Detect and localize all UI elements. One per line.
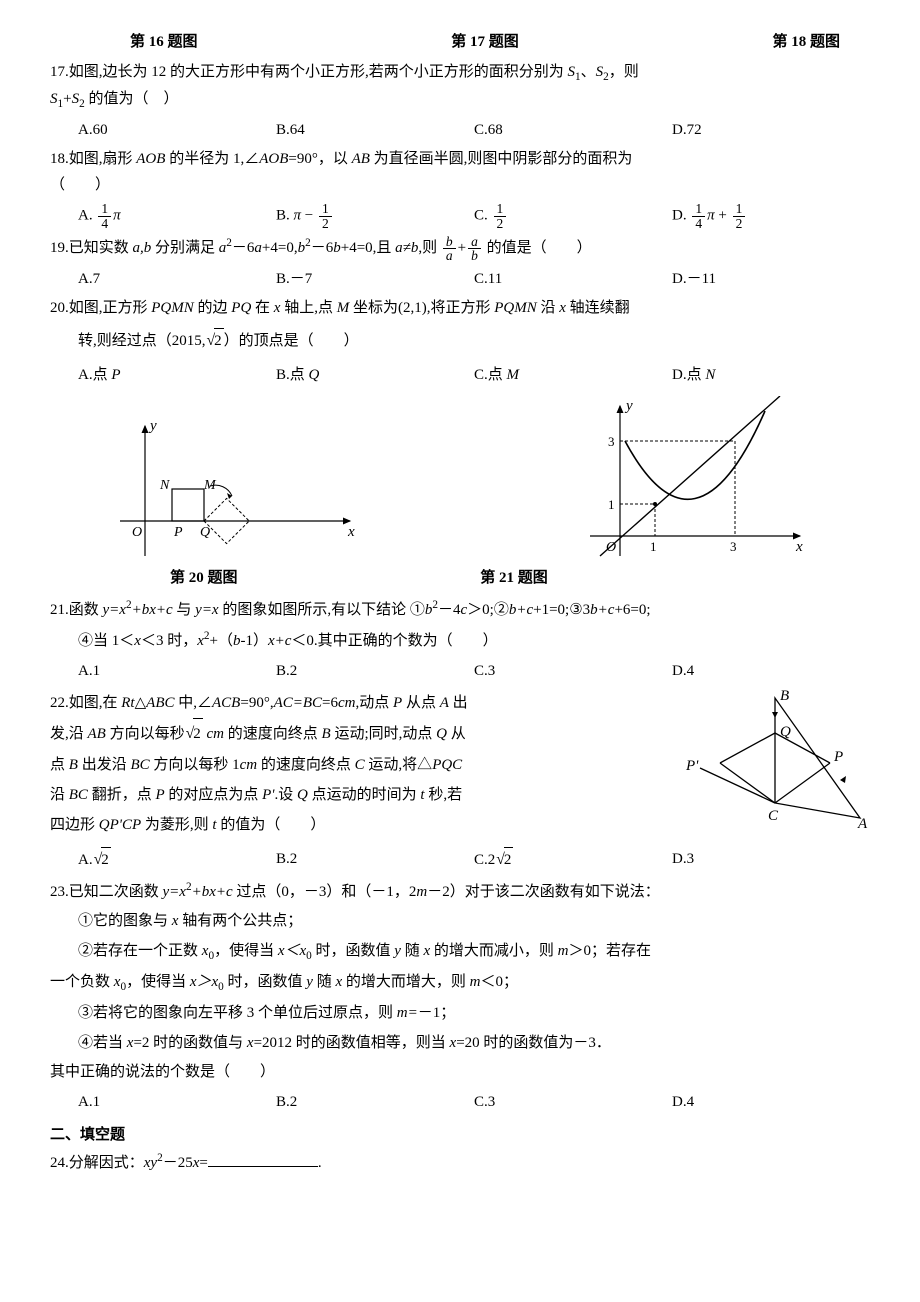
fig20-caption: 第 20 题图 xyxy=(170,566,480,592)
q21-options: A.1 B.2 C.3 D.4 xyxy=(50,659,870,685)
svg-text:x: x xyxy=(347,524,355,540)
question-20: 20.如图,正方形 PQMN 的边 PQ 在 x 轴上,点 M 坐标为(2,1)… xyxy=(50,296,870,322)
q19-D: D.－11 xyxy=(672,267,870,293)
svg-text:Q: Q xyxy=(200,525,210,540)
q19-A: A.7 xyxy=(78,267,276,293)
svg-text:y: y xyxy=(148,418,157,434)
q17-s1r: S xyxy=(50,91,58,107)
q17-D: D.72 xyxy=(672,118,870,144)
q18-d: 为直径画半圆,则图中阴影部分的面积为 xyxy=(370,151,633,167)
q17-A: A.60 xyxy=(78,118,276,144)
svg-text:3: 3 xyxy=(608,434,615,449)
q17-text-b: ，则 xyxy=(609,64,639,80)
q18-b: 的半径为 1,∠ xyxy=(165,151,259,167)
q22-options: A.2 B.2 C.22 D.3 xyxy=(50,847,870,874)
svg-text:Q: Q xyxy=(780,724,791,740)
svg-text:P: P xyxy=(833,749,843,765)
svg-text:B: B xyxy=(780,688,789,704)
question-18: 18.如图,扇形 AOB 的半径为 1,∠AOB=90°，以 AB 为直径画半圆… xyxy=(50,147,870,198)
svg-text:3: 3 xyxy=(730,539,737,554)
fig21-caption: 第 21 题图 xyxy=(480,566,750,592)
q21-A: A.1 xyxy=(78,659,276,685)
fig22-svg: B Q P' P A C xyxy=(680,688,870,843)
q22-B: B.2 xyxy=(276,847,474,874)
question-23: 23.已知二次函数 y=x2+bx+c 过点（0，－3）和（－1，2m－2）对于… xyxy=(50,878,870,906)
q17-options: A.60 B.64 C.68 D.72 xyxy=(50,118,870,144)
q18-D: D. 14π + 12 xyxy=(672,202,870,230)
fig18-caption: 第 18 题图 xyxy=(772,30,840,56)
q23-s6: 其中正确的说法的个数是（ ） xyxy=(50,1060,870,1086)
q17-s1: S xyxy=(568,64,576,80)
q23-B: B.2 xyxy=(276,1090,474,1116)
fig17-caption: 第 17 题图 xyxy=(451,30,519,56)
q20-options: A.点 P B.点 Q C.点 M D.点 N xyxy=(50,363,870,389)
fig16-caption: 第 16 题图 xyxy=(130,30,198,56)
q24-blank xyxy=(208,1151,318,1167)
q22-C: C.22 xyxy=(474,847,672,874)
question-19: 19.已知实数 a,b 分别满足 a2－6a+4=0,b2－6b+4=0,且 a… xyxy=(50,234,870,263)
q21-D: D.4 xyxy=(672,659,870,685)
q23-D: D.4 xyxy=(672,1090,870,1116)
q19-B: B.－7 xyxy=(276,267,474,293)
q23-A: A.1 xyxy=(78,1090,276,1116)
question-22: 22.如图,在 Rt△ABC 中,∠ACB=90°,AC=BC=6cm,动点 P… xyxy=(50,688,870,843)
question-24: 24.分解因式：xy2－25x=. xyxy=(50,1149,870,1177)
q21-C: C.3 xyxy=(474,659,672,685)
q17-text-a: 17.如图,边长为 12 的大正方形中有两个小正方形,若两个小正方形的面积分别为 xyxy=(50,64,568,80)
q18-C: C. 12 xyxy=(474,202,672,230)
q19-C: C.11 xyxy=(474,267,672,293)
q18-A: A. 14π xyxy=(78,202,276,230)
q23-s3: 一个负数 x0，使得当 x＞x0 时，函数值 y 随 x 的增大而增大，则 m＜… xyxy=(50,970,870,997)
q18-c: =90°，以 xyxy=(288,151,351,167)
svg-text:P': P' xyxy=(685,758,699,774)
fig-captions-mid: 第 20 题图 第 21 题图 xyxy=(50,566,870,592)
question-20-line2: 转,则经过点（2015,2）的顶点是（ ） xyxy=(50,328,870,355)
q17-text-c: 的值为（ ） xyxy=(85,91,179,107)
q20-A: A.点 P xyxy=(78,363,276,389)
q18-ab: AB xyxy=(352,151,370,167)
q23-s1: ①它的图象与 x 轴有两个公共点； xyxy=(50,909,870,935)
svg-text:1: 1 xyxy=(608,497,615,512)
q17-C: C.68 xyxy=(474,118,672,144)
svg-text:O: O xyxy=(132,525,142,540)
q22-A: A.2 xyxy=(78,847,276,874)
q18-B: B. π − 12 xyxy=(276,202,474,230)
q18-options: A. 14π B. π − 12 C. 12 D. 14π + 12 xyxy=(50,202,870,230)
q23-options: A.1 B.2 C.3 D.4 xyxy=(50,1090,870,1116)
q17-s1i: 1 xyxy=(575,71,581,83)
svg-text:C: C xyxy=(768,808,779,824)
section-2-header: 二、填空题 xyxy=(50,1123,870,1149)
q23-s5: ④若当 x=2 时的函数值与 x=2012 时的函数值相等，则当 x=20 时的… xyxy=(50,1031,870,1057)
svg-text:y: y xyxy=(624,398,633,414)
fig20-svg: y x O N M P Q xyxy=(100,416,360,566)
svg-text:A: A xyxy=(857,816,868,832)
question-17: 17.如图,边长为 12 的大正方形中有两个小正方形,若两个小正方形的面积分别为… xyxy=(50,60,870,114)
q20-B: B.点 Q xyxy=(276,363,474,389)
q18-aob2: AOB xyxy=(259,151,288,167)
svg-text:x: x xyxy=(795,539,803,555)
fig-captions-top: 第 16 题图 第 17 题图 第 18 题图 xyxy=(50,30,870,56)
svg-text:1: 1 xyxy=(650,539,657,554)
fig21-svg: y x O 1 3 1 3 xyxy=(580,396,810,566)
q20-D: D.点 N xyxy=(672,363,870,389)
q17-B: B.64 xyxy=(276,118,474,144)
svg-text:N: N xyxy=(159,478,170,493)
q23-s4: ③若将它的图象向左平移 3 个单位后过原点，则 m=－1； xyxy=(50,1001,870,1027)
q23-C: C.3 xyxy=(474,1090,672,1116)
question-21: 21.函数 y=x2+bx+c 与 y=x 的图象如图所示,有以下结论 ①b2－… xyxy=(50,596,870,624)
q23-s2: ②若存在一个正数 x0，使得当 x＜x0 时，函数值 y 随 x 的增大而减小，… xyxy=(50,939,870,966)
figures-20-21: y x O N M P Q y x O 1 3 1 3 xyxy=(50,392,870,566)
q18-aob: AOB xyxy=(136,151,165,167)
q19-options: A.7 B.－7 C.11 D.－11 xyxy=(50,267,870,293)
q21-B: B.2 xyxy=(276,659,474,685)
q18-a: 18.如图,扇形 xyxy=(50,151,136,167)
svg-text:P: P xyxy=(173,525,183,540)
question-21-line2: ④当 1＜x＜3 时，x2+（b-1）x+c＜0.其中正确的个数为（ ） xyxy=(50,627,870,655)
q20-C: C.点 M xyxy=(474,363,672,389)
q22-D: D.3 xyxy=(672,847,870,874)
q18-paren: （ ） xyxy=(50,177,110,193)
